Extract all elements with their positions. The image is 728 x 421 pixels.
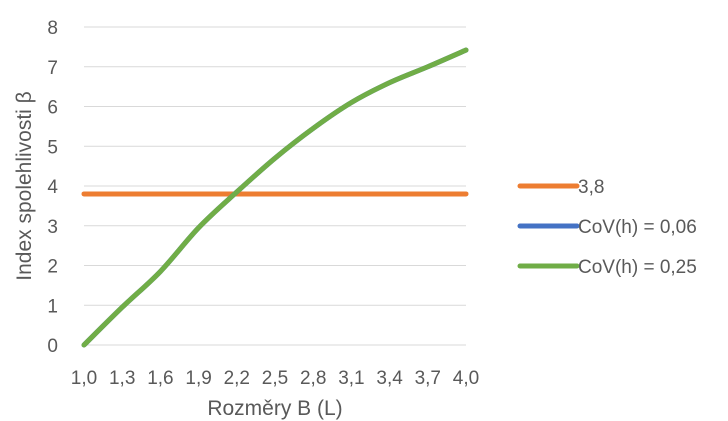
y-axis-label: Index spolehlivosti β <box>13 91 36 281</box>
x-tick-label: 1,0 <box>71 368 97 389</box>
x-tick-label: 2,8 <box>300 368 326 389</box>
y-tick-label: 5 <box>47 137 58 158</box>
x-tick-label: 2,5 <box>262 368 288 389</box>
x-tick-label: 3,7 <box>415 368 441 389</box>
series-line-3 <box>81 47 469 348</box>
y-tick-label: 8 <box>47 18 58 39</box>
series-lines <box>81 47 469 348</box>
x-tick-label: 1,9 <box>185 368 211 389</box>
y-tick-label: 7 <box>47 58 58 79</box>
x-tick-label: 2,2 <box>224 368 250 389</box>
legend-label-2: CoV(h) = 0,06 <box>578 217 697 238</box>
legend-label-1: 3,8 <box>578 177 604 198</box>
gridlines <box>84 26 466 346</box>
y-tick-label: 6 <box>47 98 58 119</box>
y-tick-label: 1 <box>47 296 58 317</box>
x-tick-label: 3,4 <box>376 368 403 389</box>
y-tick-label: 3 <box>47 217 58 238</box>
series-line-2 <box>81 47 469 348</box>
x-tick-labels: 1,0 1,3 1,6 1,9 2,2 2,5 2,8 3,1 3,4 3,7 4,0 <box>71 368 479 389</box>
y-tick-label: 4 <box>47 177 58 198</box>
x-tick-label: 4,0 <box>453 368 479 389</box>
x-tick-label: 1,6 <box>147 368 173 389</box>
legend-label-3: CoV(h) = 0,25 <box>578 257 697 278</box>
x-tick-label: 3,1 <box>338 368 364 389</box>
y-tick-label: 2 <box>47 257 58 278</box>
y-tick-labels: 0 1 2 3 4 5 6 7 8 <box>47 18 58 357</box>
y-tick-label: 0 <box>47 336 58 357</box>
x-axis-label: Rozměry B (L) <box>207 397 342 420</box>
x-tick-label: 1,3 <box>109 368 135 389</box>
legend: 3,8 CoV(h) = 0,06 CoV(h) = 0,25 <box>517 177 697 278</box>
